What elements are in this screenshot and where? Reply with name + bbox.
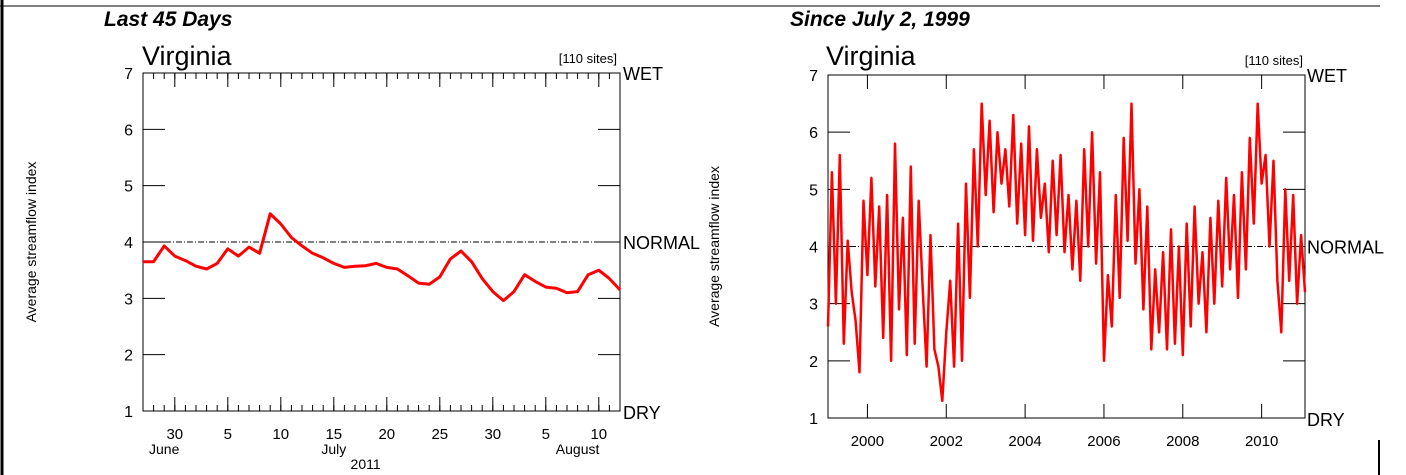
x-tick-label: 2002 <box>930 433 963 450</box>
x-tick-label: 20 <box>378 426 395 443</box>
x-tick-label: 15 <box>325 426 342 443</box>
x-tick-label: 10 <box>590 426 607 443</box>
x-tick-label: 30 <box>166 426 183 443</box>
month-label: June <box>149 441 180 457</box>
site-count: [110 sites] <box>559 51 617 66</box>
panel-heading: Since July 2, 1999 <box>790 8 970 31</box>
x-tick-label: 2004 <box>1008 433 1041 450</box>
year-label: 2011 <box>351 456 381 472</box>
y-tick-label: 2 <box>124 348 133 365</box>
streamflow-series-line <box>826 102 1307 403</box>
wet-label: WET <box>623 64 663 84</box>
x-tick-label: 2000 <box>851 433 884 450</box>
y-tick-label: 1 <box>809 411 818 428</box>
chart-since-1999: Since July 2, 1999 Virginia [110 sites] Ave… <box>706 8 1384 450</box>
x-tick-label: 10 <box>272 426 289 443</box>
y-tick-label: 5 <box>124 179 133 196</box>
y-axis-label: Average streamflow index <box>706 166 722 327</box>
y-tick-label: 4 <box>809 240 818 257</box>
y-tick-label: 7 <box>124 66 133 83</box>
y-tick-label: 7 <box>809 68 818 85</box>
y-tick-label: 3 <box>124 291 133 308</box>
x-tick-label: 2006 <box>1087 433 1120 450</box>
chart-title: Virginia <box>142 41 233 71</box>
x-tick-label: 30 <box>484 426 501 443</box>
y-tick-label: 6 <box>809 125 818 142</box>
panel-heading: Last 45 Days <box>104 8 232 31</box>
normal-label: NORMAL <box>623 233 700 253</box>
x-tick-label: 5 <box>224 426 232 443</box>
chart-title: Virginia <box>826 41 917 71</box>
chart-last-45-days: Last 45 Days Virginia [110 sites] Average s… <box>23 8 700 472</box>
y-tick-label: 4 <box>124 235 133 252</box>
x-tick-label: 2010 <box>1245 433 1278 450</box>
x-tick-label: 5 <box>542 426 550 443</box>
y-tick-label: 1 <box>124 404 133 421</box>
y-tick-label: 5 <box>809 182 818 199</box>
wet-label: WET <box>1307 66 1347 86</box>
y-axis-label: Average streamflow index <box>23 162 39 323</box>
normal-label: NORMAL <box>1307 238 1384 258</box>
y-tick-label: 6 <box>124 122 133 139</box>
streamflow-series-line <box>143 212 622 303</box>
month-label: August <box>556 441 600 457</box>
x-tick-label: 25 <box>431 426 448 443</box>
site-count: [110 sites] <box>1245 53 1303 68</box>
dry-label: DRY <box>623 403 661 423</box>
dry-label: DRY <box>1307 410 1345 430</box>
month-label: July <box>321 441 346 457</box>
x-tick-label: 2008 <box>1166 433 1199 450</box>
y-tick-label: 3 <box>809 297 818 314</box>
y-tick-label: 2 <box>809 354 818 371</box>
